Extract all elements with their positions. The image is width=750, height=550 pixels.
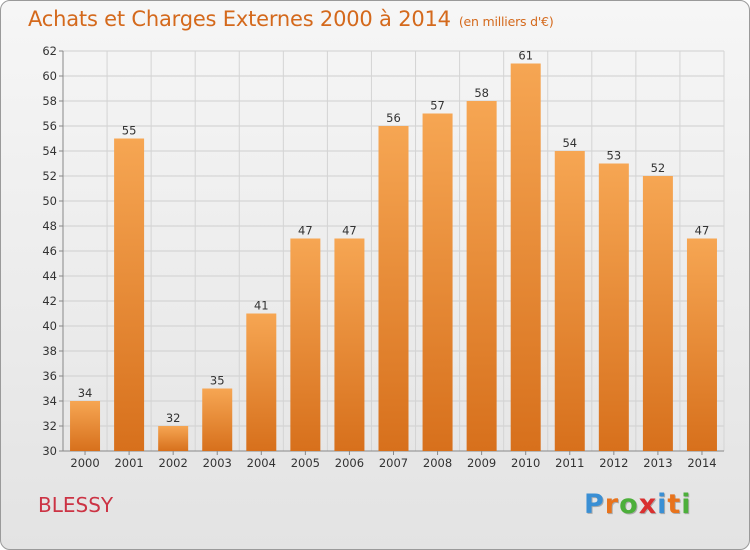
data-label: 57	[430, 99, 445, 113]
bar[interactable]	[158, 426, 189, 451]
y-tick-label: 60	[42, 69, 57, 83]
y-tick-label: 62	[42, 44, 57, 58]
x-tick-label: 2007	[379, 456, 408, 470]
data-label: 47	[298, 224, 313, 238]
x-tick-label: 2003	[203, 456, 232, 470]
logo-letter: t	[667, 489, 682, 520]
x-tick-label: 2004	[247, 456, 276, 470]
bar[interactable]	[334, 238, 365, 452]
logo-letter: x	[638, 489, 658, 520]
data-label: 47	[342, 224, 357, 238]
bar[interactable]	[642, 176, 673, 451]
data-label: 35	[210, 374, 225, 388]
y-tick-label: 32	[42, 419, 57, 433]
x-tick-label: 2013	[643, 456, 672, 470]
y-tick-label: 38	[42, 344, 57, 358]
data-label: 53	[607, 149, 622, 163]
x-tick-label: 2008	[423, 456, 452, 470]
bar[interactable]	[510, 63, 541, 452]
x-tick-label: 2001	[114, 456, 143, 470]
y-tick-label: 52	[42, 169, 57, 183]
y-tick-label: 54	[42, 144, 57, 158]
data-label: 41	[254, 299, 269, 313]
data-label: 52	[651, 161, 666, 175]
data-label: 34	[78, 386, 93, 400]
data-label: 56	[386, 111, 401, 125]
y-tick-label: 42	[42, 294, 57, 308]
bar[interactable]	[378, 126, 409, 451]
y-tick-label: 44	[42, 269, 57, 283]
bar[interactable]	[114, 138, 145, 452]
y-tick-label: 50	[42, 194, 57, 208]
y-tick-label: 30	[42, 444, 57, 458]
proxiti-logo[interactable]: Proxiti	[584, 489, 692, 520]
bar[interactable]	[246, 313, 277, 452]
city-name: BLESSY	[38, 493, 114, 517]
x-tick-label: 2012	[599, 456, 628, 470]
y-tick-label: 58	[42, 94, 57, 108]
bar[interactable]	[686, 238, 717, 452]
data-labels: 34 55 32 35 41 47 47 56 57 58 61 54 53 52 47	[78, 49, 710, 426]
y-tick-label: 34	[42, 394, 57, 408]
y-tick-label: 40	[42, 319, 57, 333]
data-label: 61	[518, 49, 533, 63]
logo-letter: o	[619, 489, 639, 520]
bar[interactable]	[202, 388, 233, 452]
data-label: 55	[122, 124, 137, 138]
y-tick-label: 56	[42, 119, 57, 133]
bar[interactable]	[70, 401, 101, 451]
x-tick-label: 2005	[291, 456, 320, 470]
bar[interactable]	[466, 101, 497, 451]
bar[interactable]	[598, 163, 629, 452]
logo-letter: P	[584, 489, 605, 520]
logo-letter: i	[657, 489, 668, 520]
bar[interactable]	[290, 238, 321, 452]
data-label: 32	[166, 411, 181, 425]
data-label: 58	[474, 86, 489, 100]
bar[interactable]	[554, 151, 585, 451]
bars	[70, 63, 717, 452]
logo-letter: i	[681, 489, 692, 520]
logo-letter: r	[604, 489, 620, 520]
x-tick-label: 2006	[335, 456, 364, 470]
x-tick-label: 2002	[159, 456, 188, 470]
chart-title: Achats et Charges Externes 2000 à 2014 (e…	[28, 7, 554, 31]
x-tick-label: 2014	[687, 456, 716, 470]
bar[interactable]	[422, 113, 453, 452]
chart-subtitle: (en milliers d'€)	[458, 14, 554, 29]
y-tick-label: 36	[42, 369, 57, 383]
chart-title-text: Achats et Charges Externes 2000 à 2014	[28, 7, 451, 31]
x-tick-label: 2010	[511, 456, 540, 470]
data-label: 47	[695, 224, 710, 238]
x-tick-label: 2000	[70, 456, 99, 470]
x-tick-label: 2011	[555, 456, 584, 470]
y-tick-label: 48	[42, 219, 57, 233]
x-tick-label: 2009	[467, 456, 496, 470]
y-tick-label: 46	[42, 244, 57, 258]
data-label: 54	[562, 136, 577, 150]
